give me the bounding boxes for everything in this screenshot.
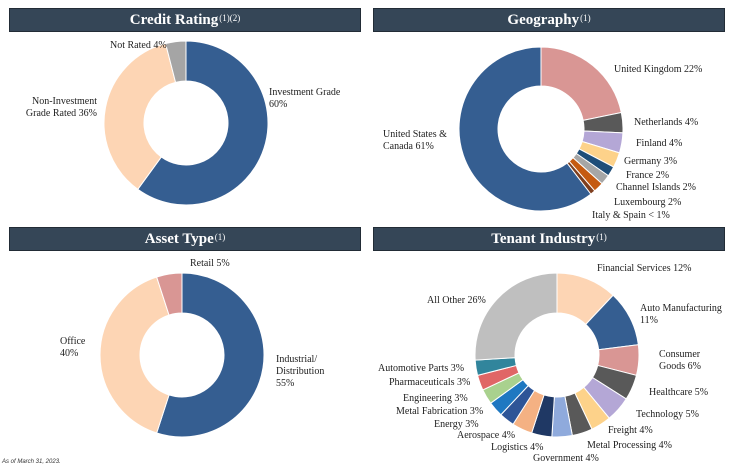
tenant-industry-label-consumer-goods-6: Consumer Goods 6% [659, 349, 701, 372]
tenant-industry-label-logistics-4: Logistics 4% [491, 442, 544, 453]
tenant-industry-label-government-4: Government 4% [533, 453, 599, 464]
tenant-industry-label-freight-4: Freight 4% [608, 425, 653, 436]
tenant-industry-label-engineering-3: Engineering 3% [403, 393, 468, 404]
asset-type-label-industrial-distribution-55: Industrial/Distribution 55% [276, 354, 324, 389]
geography-slice-united-states-canada-61 [458, 46, 592, 212]
geography-label-germany-3: Germany 3% [624, 156, 677, 167]
geography-label-channel-islands-2: Channel Islands 2% [616, 182, 696, 193]
geography-header: Geography (1) [373, 8, 725, 32]
credit-rating-slice-non-investment-grade-rated-36 [103, 42, 177, 191]
credit-rating-footnote-ref: (1)(2) [219, 13, 241, 23]
credit-rating-label-investment-grade-60: Investment Grade 60% [269, 87, 341, 110]
tenant-industry-label-financial-services-12: Financial Services 12% [597, 263, 691, 274]
geography-label-united-kingdom-22: United Kingdom 22% [614, 64, 702, 75]
credit-rating-title: Credit Rating [129, 11, 219, 28]
tenant-industry-label-metal-processing-4: Metal Processing 4% [587, 440, 672, 451]
asset-type-header: Asset Type (1) [9, 227, 361, 251]
tenant-industry-slice-all-other-26 [474, 272, 558, 361]
asset-type-title: Asset Type [144, 230, 214, 247]
tenant-industry-label-auto-manufacturing-11: Auto Manufacturing 11% [640, 303, 722, 326]
credit-rating-slice-investment-grade-60 [137, 40, 269, 206]
tenant-industry-title: Tenant Industry [491, 230, 596, 247]
geography-slice-united-kingdom-22 [540, 46, 622, 121]
geography-label-france-2: France 2% [626, 170, 669, 181]
geography-label-italy-spain-1: Italy & Spain < 1% [592, 210, 670, 221]
tenant-industry-label-pharmaceuticals-3: Pharmaceuticals 3% [389, 377, 470, 388]
asset-type-footnote-ref: (1) [214, 232, 226, 242]
tenant-industry-footnote-ref: (1) [596, 232, 607, 242]
asset-type-slice-retail-5 [156, 272, 183, 316]
tenant-industry-label-all-other-26: All Other 26% [427, 295, 486, 306]
credit-rating-label-non-investment-grade-rated-36: Non-Investment Grade Rated 36% [26, 96, 97, 119]
geography-label-finland-4: Finland 4% [636, 138, 682, 149]
tenant-industry-label-aerospace-4: Aerospace 4% [457, 430, 515, 441]
geography-footnote-ref: (1) [580, 13, 591, 23]
geography-label-united-states-canada-61: United States & Canada 61% [383, 129, 447, 152]
asset-type-label-retail-5: Retail 5% [190, 258, 230, 269]
geography-label-netherlands-4: Netherlands 4% [634, 117, 698, 128]
credit-rating-header: Credit Rating (1)(2) [9, 8, 361, 32]
credit-rating-label-not-rated-4: Not Rated 4% [110, 40, 167, 51]
geography-title: Geography [507, 11, 580, 28]
tenant-industry-label-healthcare-5: Healthcare 5% [649, 387, 708, 398]
tenant-industry-label-technology-5: Technology 5% [636, 409, 699, 420]
asset-type-slice-industrial-distribution-55 [156, 272, 265, 438]
tenant-industry-label-metal-fabrication-3: Metal Fabrication 3% [396, 406, 483, 417]
tenant-industry-label-energy-3: Energy 3% [434, 419, 479, 430]
footnote: As of March 31, 2023. [2, 459, 61, 465]
geography-label-luxembourg-2: Luxembourg 2% [614, 197, 681, 208]
tenant-industry-label-automotive-parts-3: Automotive Parts 3% [378, 363, 464, 374]
credit-rating-slice-not-rated-4 [164, 40, 187, 83]
tenant-industry-header: Tenant Industry (1) [373, 227, 725, 251]
asset-type-slice-office-40 [99, 276, 170, 434]
asset-type-label-office-40: Office 40% [60, 336, 86, 359]
